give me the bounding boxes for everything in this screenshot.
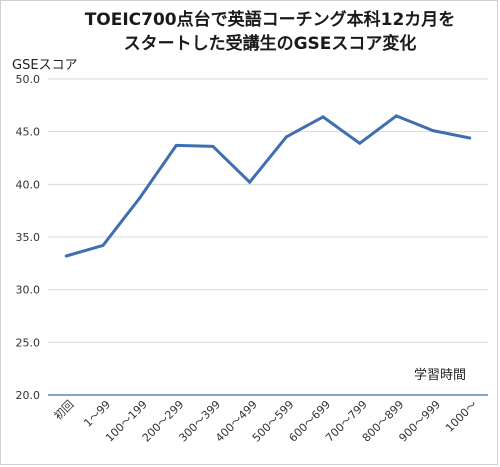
y-tick-label: 30.0 — [16, 284, 41, 297]
y-axis-label: GSEスコア — [12, 58, 78, 73]
x-axis-label: 学習時間 — [414, 368, 467, 383]
y-tick-label: 45.0 — [16, 126, 41, 139]
data-point — [211, 144, 215, 148]
data-point — [358, 141, 362, 145]
data-point — [138, 196, 142, 200]
data-point — [101, 243, 105, 247]
x-tick-label: 1000～ — [443, 398, 480, 435]
x-tick-label: 初回 — [51, 397, 76, 422]
data-point — [431, 129, 435, 133]
data-point — [468, 136, 472, 140]
data-point — [284, 135, 288, 139]
y-tick-label: 20.0 — [16, 389, 41, 402]
chart-title: TOEIC700点台で英語コーチング本科12カ月を スタートした受講生のGSEス… — [60, 8, 480, 56]
data-point — [174, 143, 178, 147]
y-tick-label: 40.0 — [16, 178, 41, 191]
chart-title-line-2: スタートした受講生のGSEスコア変化 — [123, 34, 417, 54]
y-tick-label: 25.0 — [16, 336, 41, 349]
y-tick-label: 50.0 — [16, 73, 41, 86]
chart-title-line-1: TOEIC700点台で英語コーチング本科12カ月を — [84, 10, 456, 30]
data-point — [248, 180, 252, 184]
data-point — [321, 115, 325, 119]
y-tick-label: 35.0 — [16, 231, 41, 244]
data-point — [394, 114, 398, 118]
x-tick-label: 1～99 — [81, 398, 113, 430]
series-line — [64, 114, 472, 258]
data-point — [64, 254, 68, 258]
